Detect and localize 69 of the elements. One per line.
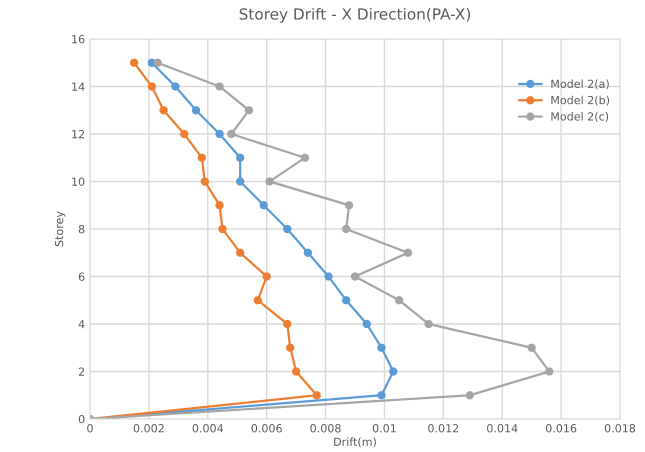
point [292, 367, 300, 376]
point [236, 154, 244, 162]
point [404, 248, 412, 257]
point [227, 130, 236, 138]
point [262, 272, 271, 281]
point [130, 58, 138, 67]
y-tick-label: 4 [78, 320, 85, 328]
point [395, 296, 404, 304]
x-tick-label: 0.008 [310, 424, 341, 432]
x-tick-label: 0.018 [604, 424, 636, 432]
point [350, 272, 360, 281]
x-tick-label: 0.016 [546, 424, 576, 432]
x-tick-label: 0.006 [251, 424, 282, 432]
point [283, 320, 292, 328]
y-tick-label: 12 [72, 130, 84, 138]
point [466, 391, 474, 400]
x-tick-label: 0.012 [428, 424, 458, 432]
point [304, 248, 312, 257]
point [528, 344, 536, 352]
x-tick-label: 0 [87, 424, 93, 432]
point [200, 177, 209, 186]
chart-title: Storey Drift - X Direction(PA-X) [240, 8, 470, 23]
point [344, 201, 354, 210]
point [265, 177, 274, 186]
y-tick-label: 6 [78, 272, 84, 281]
point [192, 106, 200, 114]
point [159, 106, 168, 114]
x-tick-label: 0.014 [487, 424, 518, 432]
legend-label: Model 2(a) [551, 79, 609, 90]
x-tick-label: 0.002 [134, 424, 164, 432]
point [342, 296, 350, 304]
point [545, 367, 554, 376]
point [236, 248, 244, 257]
x-tick-label: 0.004 [192, 424, 224, 432]
point [154, 58, 162, 67]
point [377, 344, 386, 352]
point [218, 224, 227, 234]
y-tick-label: 2 [78, 367, 84, 376]
legend-label: Model 2(c) [551, 112, 608, 122]
point [324, 272, 333, 281]
point [180, 130, 188, 138]
point [377, 391, 386, 400]
point [198, 154, 206, 162]
point [286, 344, 294, 352]
point [389, 367, 398, 376]
point [424, 320, 433, 328]
point [300, 154, 310, 162]
point [254, 296, 262, 304]
y-axis-title: Storey [54, 211, 66, 246]
y-tick-label: 0 [78, 414, 84, 424]
x-axis-title: Drift(m) [334, 437, 376, 448]
point [362, 320, 371, 328]
y-tick-label: 14 [72, 82, 85, 91]
y-tick-label: 10 [72, 177, 84, 186]
x-tick-label: 0.01 [372, 424, 396, 432]
point [312, 391, 321, 400]
point [171, 82, 180, 91]
point [283, 224, 292, 234]
point [148, 82, 156, 91]
legend-label: Model 2(b) [551, 96, 610, 106]
point [215, 82, 224, 91]
y-tick-label: 8 [78, 224, 84, 234]
point [342, 224, 350, 234]
point [260, 201, 268, 210]
point [244, 106, 254, 114]
point [236, 177, 244, 186]
point [215, 130, 224, 138]
y-tick-label: 16 [72, 34, 84, 44]
point [215, 201, 224, 210]
